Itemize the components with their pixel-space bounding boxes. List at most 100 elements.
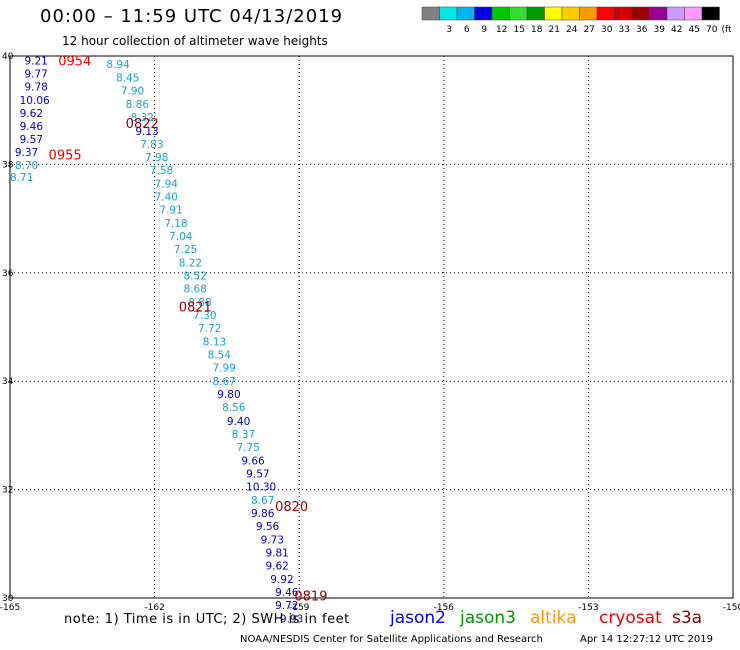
pass-time-label: 0955 — [49, 149, 82, 164]
axis-tick-labels: -165 -162 -159 -156 -153 -150 40 38 36 34 32 30 — [0, 52, 740, 613]
wave-height-value: 9.46 — [275, 587, 299, 599]
wave-height-value: 8.88 — [188, 297, 211, 309]
lat-tick-label: 30 — [2, 594, 14, 604]
wave-height-value: 9.62 — [20, 108, 43, 120]
generated-time: Apr 14 12:27:12 UTC 2019 — [580, 634, 713, 645]
map-frame — [9, 55, 734, 599]
wave-height-value: 9.80 — [217, 389, 240, 401]
lon-tick-label: -165 — [0, 603, 20, 613]
pass-time-label: 0820 — [275, 500, 308, 515]
wave-height-value: 9.40 — [227, 416, 250, 428]
scale-label: 18 — [531, 25, 543, 35]
lat-tick-label: 34 — [2, 377, 14, 387]
lon-tick-label: -159 — [289, 603, 310, 613]
scale-label: 21 — [549, 25, 560, 35]
wave-height-value: 9.57 — [246, 468, 269, 480]
lon-tick-label: -153 — [578, 603, 598, 613]
lon-tick-label: -162 — [144, 603, 164, 613]
wave-height-value: 8.22 — [179, 258, 202, 270]
wave-height-value: 8.67 — [251, 495, 274, 507]
scale-label: 6 — [464, 25, 470, 35]
wave-height-value: 10.06 — [20, 95, 50, 107]
scale-swatch — [701, 6, 720, 21]
wave-height-value: 7.25 — [174, 244, 197, 256]
wave-height-value: 9.57 — [20, 134, 43, 146]
scale-label: 9 — [481, 25, 487, 35]
satellite-legend-item: jason2 — [390, 608, 446, 628]
wave-height-value: 8.37 — [232, 429, 255, 441]
satellite-legend-item: cryosat — [599, 608, 662, 628]
wave-height-value: 7.91 — [159, 204, 182, 216]
wave-height-value: 8.54 — [208, 350, 232, 362]
wave-height-value: 7.94 — [155, 178, 179, 190]
pass-time-label: 0821 — [179, 300, 212, 315]
wave-height-value: 7.98 — [145, 152, 168, 164]
wave-height-value: 9.92 — [270, 574, 293, 586]
scale-label: 27 — [584, 25, 595, 35]
wave-height-value: 7.04 — [169, 231, 193, 243]
wave-height-value: 7.90 — [121, 86, 144, 98]
satellite-legend-item: altika — [530, 608, 577, 628]
scale-label: 39 — [654, 25, 666, 35]
wave-height-value: 9.81 — [265, 547, 288, 559]
wave-height-value: 9.86 — [251, 508, 275, 520]
lon-tick-label: -156 — [434, 603, 455, 613]
wave-height-value: 8.56 — [222, 402, 246, 414]
wave-height-value: 8.52 — [184, 271, 207, 283]
wave-height-value: 7.18 — [164, 218, 187, 230]
lat-lon-grid — [9, 55, 734, 599]
scale-label: 15 — [514, 25, 525, 35]
wave-height-value: 8.67 — [212, 376, 235, 388]
wave-height-value: 7.75 — [237, 442, 260, 454]
wave-height-value: 8.94 — [106, 59, 130, 71]
wave-height-value: 8.86 — [126, 99, 150, 111]
scale-unit: (ft) — [722, 25, 732, 35]
wave-height-value: 7.58 — [150, 165, 173, 177]
wave-height-value: 9.78 — [24, 81, 47, 93]
scale-label: 24 — [566, 25, 578, 35]
wave-height-value: 7.99 — [212, 363, 235, 375]
scale-label: 12 — [496, 25, 507, 35]
map-title: 00:00 – 11:59 UTC 04/13/2019 — [40, 6, 344, 27]
wave-height-value: 9.56 — [256, 521, 280, 533]
wave-height-value: 10.30 — [246, 481, 276, 493]
wave-height-value: 7.40 — [155, 191, 178, 203]
wave-height-value: 8.32 — [131, 112, 154, 124]
wave-height-value: 8.71 — [10, 172, 33, 184]
wave-height-value: 9.37 — [15, 147, 38, 159]
satellite-legend-item: jason3 — [460, 608, 516, 628]
wave-height-value: 8.13 — [203, 337, 226, 349]
wave-height-value: 9.46 — [20, 121, 44, 133]
wave-height-value: 7.72 — [198, 323, 221, 335]
wave-height-value: 9.62 — [265, 560, 288, 572]
wave-height-value: 9.21 — [24, 55, 47, 67]
scale-label: 42 — [671, 25, 682, 35]
wave-height-value: 9.77 — [24, 68, 47, 80]
scale-label: 70 — [706, 25, 718, 35]
wave-height-value: 9.93 — [280, 614, 303, 626]
credit-line: NOAA/NESDIS Center for Satellite Applica… — [240, 634, 543, 645]
pass-time-labels: 0954 0955 0822 0821 0820 0819 — [49, 54, 328, 604]
lat-tick-label: 38 — [2, 160, 14, 170]
wave-height-value: 7.30 — [193, 310, 216, 322]
wave-height-value: 8.68 — [184, 284, 207, 296]
units-note: note: 1) Time is in UTC; 2) SWH is in fe… — [64, 612, 350, 627]
lat-tick-label: 36 — [2, 269, 14, 279]
wave-height-value: 9.72 — [275, 600, 298, 612]
pass-time-label: 0819 — [294, 589, 327, 604]
pass-time-label: 0822 — [126, 117, 159, 132]
wave-height-value: 9.13 — [135, 126, 158, 138]
scale-label: 45 — [689, 25, 700, 35]
scale-label: 33 — [619, 25, 630, 35]
wave-height-value: 8.70 — [15, 160, 38, 172]
lat-tick-label: 40 — [2, 52, 14, 62]
map-subtitle: 12 hour collection of altimeter wave hei… — [62, 34, 328, 48]
wave-height-value: 7.83 — [140, 139, 163, 151]
pass-time-label: 0954 — [58, 54, 91, 69]
wave-height-observations: 9.219.779.7810.069.629.469.579.378.708.7… — [10, 55, 303, 625]
wave-height-value: 8.45 — [116, 73, 139, 85]
satellite-legend-item: s3a — [672, 608, 703, 628]
